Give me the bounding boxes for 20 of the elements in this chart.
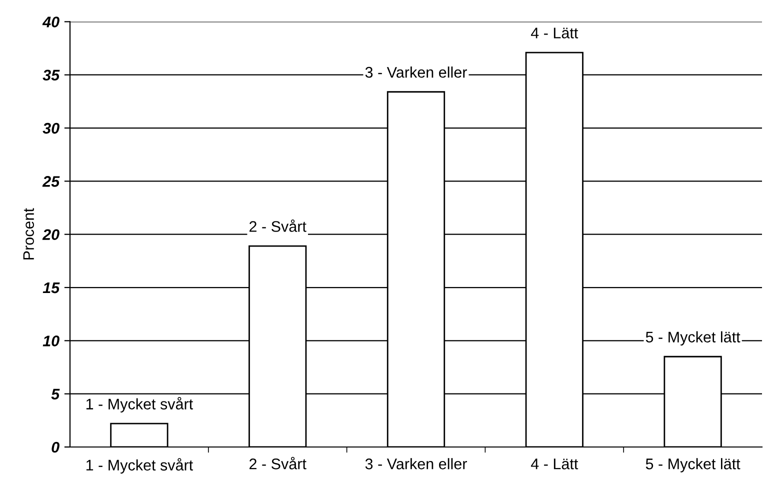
y-tick-label: 30 <box>42 122 60 134</box>
x-tick-label: 2 - Svårt <box>250 456 306 470</box>
y-tick-label: 40 <box>42 16 60 28</box>
y-tick-label: 0 <box>52 442 60 453</box>
y-axis-title: Procent <box>23 208 34 260</box>
y-tick-label: 35 <box>42 70 60 81</box>
x-tick-label: 5 - Mycket lätt <box>646 458 740 472</box>
y-tick-label: 5 <box>51 388 60 400</box>
annotation: 1 - Mycket svårt <box>86 397 193 412</box>
x-tick-label: 4 - Lätt <box>530 458 578 470</box>
annotation: 5 - Mycket lätt <box>646 331 740 346</box>
annotation: 2 - Svårt <box>250 219 306 232</box>
annotation: 4 - Lätt <box>530 28 578 38</box>
y-tick-label: 25 <box>42 176 60 187</box>
x-tick-label: 3 - Varken eller <box>365 458 467 470</box>
y-tick-label: 20 <box>42 229 60 240</box>
x-tick-label: 1 - Mycket svårt <box>86 458 193 474</box>
y-tick-label: 10 <box>42 336 60 346</box>
y-tick-label: 15 <box>42 282 60 294</box>
annotation: 3 - Varken eller <box>365 66 467 78</box>
